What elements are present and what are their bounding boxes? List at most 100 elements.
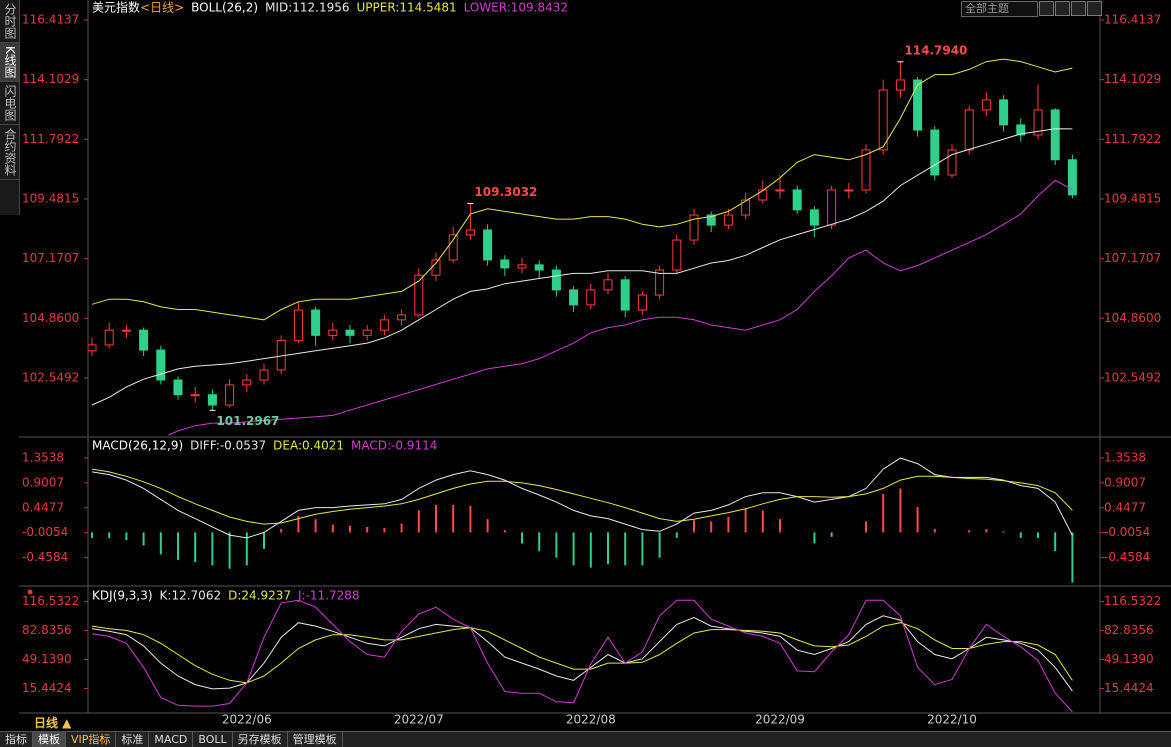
y-tick-label: 0.9007 [1104, 475, 1146, 489]
candle-body [672, 239, 682, 271]
candle-body [173, 379, 183, 396]
tool-button[interactable] [1071, 1, 1086, 16]
extreme-label: 114.7940 [904, 43, 967, 57]
candle-body [190, 394, 200, 397]
candle-body [775, 189, 785, 192]
y-tick-label: 116.4137 [22, 12, 79, 26]
toolbar: 指标 模板 VIP指标 标准 MACD BOLL 另存模板 管理模板 [0, 731, 1171, 747]
candle-body [345, 329, 355, 336]
candle-body [758, 189, 768, 201]
y-tick-label: 0.4477 [22, 500, 64, 514]
candle-body [895, 79, 905, 91]
y-tick-label: -0.4584 [1104, 550, 1150, 564]
legend-item: <日线> [140, 1, 184, 15]
candle-body [397, 314, 407, 321]
candle-body [242, 379, 252, 386]
toolbar-tab[interactable]: 另存模板 [233, 732, 288, 747]
x-tick-label: 2022/08 [566, 713, 616, 727]
candle-body [465, 229, 475, 236]
side-tab[interactable]: 闪电图 [0, 82, 19, 125]
indicator-line [91, 128, 1073, 406]
y-tick-label: 49.1390 [1104, 652, 1154, 666]
candle-body [947, 149, 957, 176]
candle-body [448, 234, 458, 261]
x-tick-label: 2022/10 [927, 713, 977, 727]
legend-item: K:12.7062 [160, 589, 222, 603]
toolbar-tab[interactable]: 指标 [0, 732, 33, 747]
candle-body [689, 214, 699, 241]
side-tab[interactable]: 分时图 [0, 0, 19, 43]
y-tick-label: 102.5492 [1104, 370, 1161, 384]
y-tick-label: 102.5492 [22, 370, 79, 384]
toolbar-tab[interactable]: 管理模板 [288, 732, 343, 747]
toolbar-tab[interactable]: VIP指标 [66, 732, 117, 747]
y-tick-label: 0.4477 [1104, 500, 1146, 514]
side-tab[interactable]: K线图 [0, 43, 19, 82]
y-tick-label: -0.0054 [22, 525, 68, 539]
side-tab[interactable]: 合约资料 [0, 125, 19, 180]
candle-body [88, 344, 97, 352]
candle-body [414, 274, 424, 316]
panel-icon [27, 589, 33, 595]
y-tick-label: 104.8600 [1104, 311, 1161, 325]
candle-body [379, 319, 389, 331]
y-tick-label: -0.0054 [1104, 525, 1150, 539]
y-tick-label: 82.8356 [22, 623, 72, 637]
x-tick-label: 2022/06 [222, 713, 272, 727]
toolbar-tab[interactable]: BOLL [193, 732, 233, 747]
indicator-line [91, 622, 1073, 684]
candle-body [1050, 109, 1060, 161]
legend-item: UPPER:114.5481 [357, 1, 457, 15]
candle-body [930, 129, 940, 176]
candle-body [139, 329, 149, 351]
candle-body [311, 309, 321, 336]
plot-area [88, 58, 1077, 435]
legend-item: DIFF:-0.0537 [190, 439, 266, 453]
candle-body [500, 259, 510, 269]
tool-button[interactable] [1039, 1, 1054, 16]
candle-body [534, 264, 544, 271]
indicator-line [91, 599, 1073, 713]
candle-body [362, 329, 372, 336]
candle-body [207, 394, 217, 406]
plot-area [91, 599, 1073, 713]
plot-area [91, 457, 1074, 583]
candle-body [913, 79, 923, 131]
candle-body [603, 279, 613, 291]
y-tick-label: 82.8356 [1104, 623, 1154, 637]
tool-button[interactable] [1055, 1, 1070, 16]
legend-item: LOWER:109.8432 [464, 1, 568, 15]
candle-body [964, 109, 974, 151]
candle-body [483, 229, 493, 261]
candle-body [844, 189, 854, 192]
toolbar-tab[interactable]: 模板 [33, 732, 66, 747]
candle-body [1067, 159, 1077, 196]
period-button[interactable]: 日线 ▲ [34, 716, 72, 730]
indicator-line [167, 179, 1073, 435]
x-tick-label: 2022/09 [755, 713, 805, 727]
candle-body [121, 329, 131, 332]
candle-body [156, 349, 166, 381]
y-tick-label: 116.5322 [1104, 594, 1161, 608]
y-tick-label: 15.4424 [22, 681, 72, 695]
toolbar-tab[interactable]: 标准 [116, 732, 150, 747]
candle-body [259, 369, 269, 381]
y-tick-label: 104.8600 [22, 311, 79, 325]
candle-body [861, 149, 871, 191]
candle-body [1033, 109, 1043, 136]
tool-button[interactable] [1087, 1, 1102, 16]
candle-body [620, 279, 630, 311]
sidebar: 分时图 K线图 闪电图 合约资料 [0, 0, 20, 215]
legend-item: BOLL(26,2) [191, 1, 258, 15]
y-tick-label: 114.1029 [22, 72, 79, 86]
theme-select[interactable]: 全部主题 [961, 1, 1038, 17]
candle-body [517, 264, 527, 269]
legend-item: DEA:0.4021 [273, 439, 344, 453]
y-tick-label: 116.4137 [1104, 12, 1161, 26]
candle-body [741, 199, 751, 216]
legend-item: D:24.9237 [228, 589, 291, 603]
y-tick-label: 15.4424 [1104, 681, 1154, 695]
toolbar-tab[interactable]: MACD [149, 732, 194, 747]
